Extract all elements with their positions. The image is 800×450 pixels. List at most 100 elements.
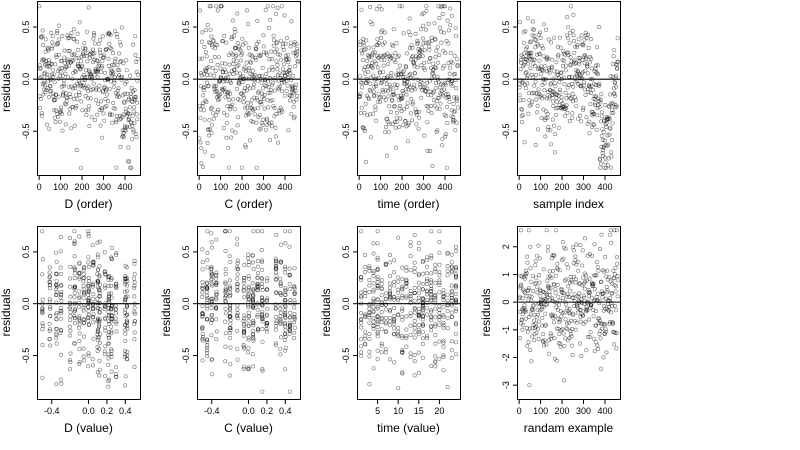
data-point bbox=[54, 382, 59, 387]
data-point bbox=[81, 321, 86, 326]
data-point bbox=[605, 288, 610, 293]
data-point bbox=[106, 333, 111, 338]
data-point bbox=[278, 316, 283, 321]
data-point bbox=[363, 329, 368, 334]
data-point bbox=[268, 98, 273, 103]
data-point bbox=[104, 46, 109, 51]
data-point bbox=[380, 80, 385, 85]
data-point bbox=[526, 228, 531, 233]
data-point bbox=[588, 102, 593, 107]
data-point bbox=[416, 109, 421, 114]
data-point bbox=[598, 280, 603, 285]
data-point bbox=[113, 311, 118, 316]
data-point bbox=[595, 343, 600, 348]
y-axis-label: residuals bbox=[319, 288, 333, 336]
data-point bbox=[375, 279, 380, 284]
data-point bbox=[378, 99, 383, 104]
data-point bbox=[214, 272, 219, 277]
data-point bbox=[85, 29, 90, 34]
data-point bbox=[375, 266, 380, 271]
data-point bbox=[534, 315, 539, 320]
data-point bbox=[441, 294, 446, 299]
x-tick-label: 0.2 bbox=[101, 406, 114, 416]
data-point bbox=[526, 61, 531, 66]
data-point bbox=[235, 123, 240, 128]
data-point bbox=[97, 282, 102, 287]
data-point bbox=[393, 145, 398, 150]
data-point bbox=[49, 46, 54, 51]
data-point bbox=[61, 84, 66, 89]
data-point bbox=[437, 262, 442, 267]
data-point bbox=[427, 56, 432, 61]
data-point bbox=[47, 282, 52, 287]
data-point bbox=[399, 4, 404, 9]
data-point bbox=[103, 325, 108, 330]
data-point bbox=[455, 105, 460, 110]
data-point bbox=[422, 60, 427, 65]
data-point bbox=[72, 316, 77, 321]
data-point bbox=[525, 254, 530, 259]
data-point bbox=[375, 306, 380, 311]
data-point bbox=[432, 21, 437, 26]
data-point bbox=[531, 27, 536, 32]
data-point bbox=[455, 57, 460, 62]
data-point bbox=[598, 165, 603, 170]
x-tick-label: 100 bbox=[373, 182, 388, 192]
data-point bbox=[600, 151, 605, 156]
data-point bbox=[359, 295, 364, 300]
data-point bbox=[255, 264, 260, 269]
data-point bbox=[113, 106, 118, 111]
data-point bbox=[40, 34, 45, 39]
data-point bbox=[587, 291, 592, 296]
data-point bbox=[591, 122, 596, 127]
data-point bbox=[236, 115, 241, 120]
data-point bbox=[113, 316, 118, 321]
data-point bbox=[599, 134, 604, 139]
data-point bbox=[81, 279, 86, 284]
data-point bbox=[268, 88, 273, 93]
data-point bbox=[274, 112, 279, 117]
data-point bbox=[123, 383, 128, 388]
data-point bbox=[404, 65, 409, 70]
data-point bbox=[231, 72, 236, 77]
data-point bbox=[231, 58, 236, 63]
data-point bbox=[526, 286, 531, 291]
data-point bbox=[404, 294, 409, 299]
data-point bbox=[200, 280, 205, 285]
data-point bbox=[200, 294, 205, 299]
data-point bbox=[528, 39, 533, 44]
data-point bbox=[611, 342, 616, 347]
data-point bbox=[227, 98, 232, 103]
data-point bbox=[390, 98, 395, 103]
data-point bbox=[453, 340, 458, 345]
data-point bbox=[599, 366, 604, 371]
data-point bbox=[375, 274, 380, 279]
data-point bbox=[277, 52, 282, 57]
data-point bbox=[199, 73, 204, 78]
data-point bbox=[524, 271, 529, 276]
data-point bbox=[214, 329, 219, 334]
data-point bbox=[264, 287, 269, 292]
data-point bbox=[449, 348, 454, 353]
data-point bbox=[603, 103, 608, 108]
data-point bbox=[582, 52, 587, 57]
data-point bbox=[396, 287, 401, 292]
data-point bbox=[245, 110, 250, 115]
data-point bbox=[359, 344, 364, 349]
data-point bbox=[68, 314, 73, 319]
x-tick-label: 300 bbox=[96, 182, 111, 192]
data-point bbox=[274, 273, 279, 278]
data-point bbox=[412, 291, 417, 296]
data-point bbox=[580, 57, 585, 62]
data-point bbox=[124, 113, 129, 118]
data-point bbox=[264, 320, 269, 325]
data-point bbox=[581, 281, 586, 286]
data-point bbox=[200, 358, 205, 363]
data-point bbox=[553, 287, 558, 292]
data-point bbox=[416, 306, 421, 311]
data-point bbox=[441, 338, 446, 343]
data-point bbox=[65, 57, 70, 62]
data-point bbox=[447, 99, 452, 104]
data-point bbox=[564, 277, 569, 282]
data-point bbox=[412, 335, 417, 340]
